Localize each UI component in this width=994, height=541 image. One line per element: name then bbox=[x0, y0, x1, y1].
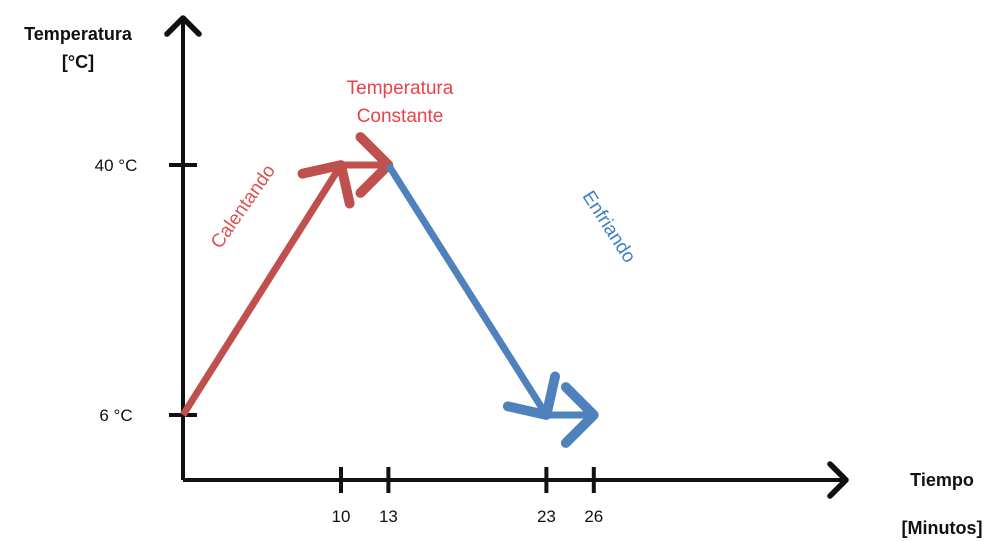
y-tick-label-40: 40 °C bbox=[95, 156, 138, 175]
x-tick-label-23: 23 bbox=[537, 507, 556, 526]
annotation-calentando: Calentando bbox=[207, 161, 280, 253]
y-axis-title-line-1: Temperatura bbox=[24, 24, 133, 44]
x-tick-label-10: 10 bbox=[332, 507, 351, 526]
annotation-temperatura-line-1: Temperatura bbox=[347, 78, 454, 99]
x-tick-label-13: 13 bbox=[379, 507, 398, 526]
annotation-temperatura-line-2: Constante bbox=[357, 106, 444, 127]
x-axis-title-line-2: [Minutos] bbox=[902, 518, 983, 538]
x-axis-title-line-1: Tiempo bbox=[910, 470, 974, 490]
x-tick-label-26: 26 bbox=[584, 507, 603, 526]
y-tick-label-6: 6 °C bbox=[99, 406, 132, 425]
heating-segment bbox=[180, 160, 355, 417]
annotation-enfriando: Enfriando bbox=[578, 187, 640, 267]
y-axis-title-line-2: [°C] bbox=[62, 52, 94, 72]
cooling-segment bbox=[385, 163, 561, 420]
